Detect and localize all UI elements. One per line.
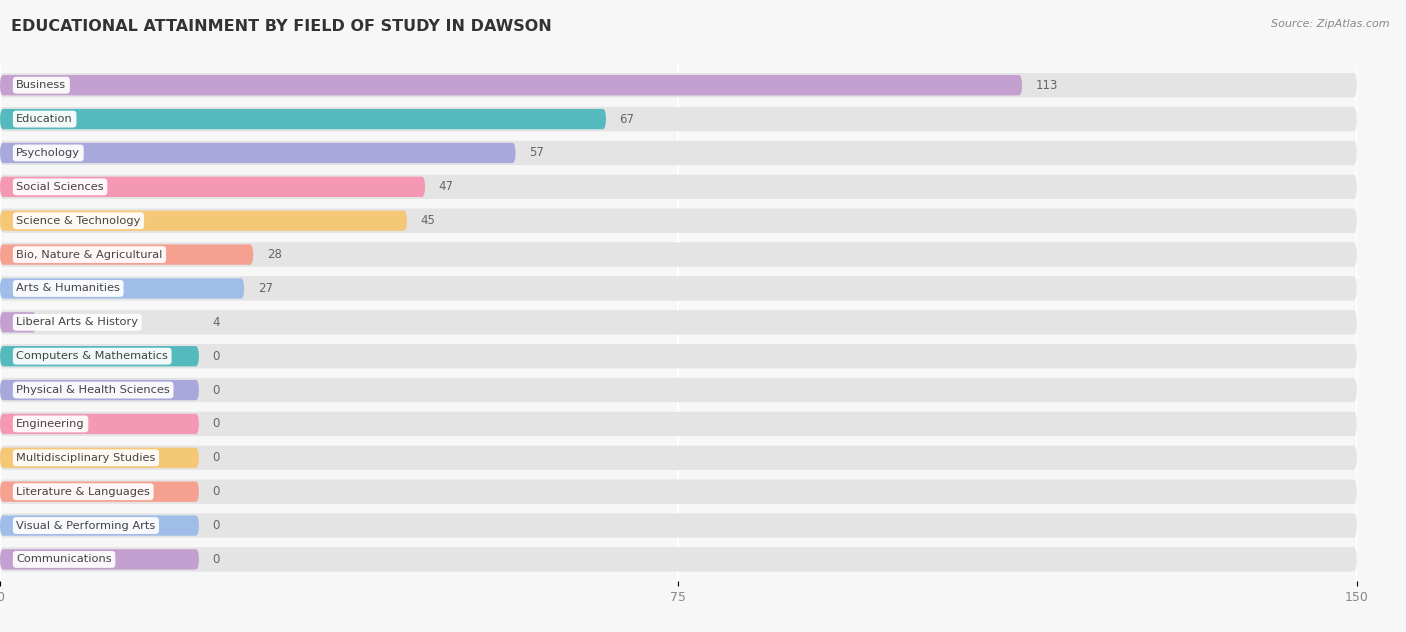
FancyBboxPatch shape: [0, 515, 200, 536]
FancyBboxPatch shape: [0, 446, 1357, 470]
Text: 4: 4: [212, 316, 221, 329]
Text: 45: 45: [420, 214, 436, 228]
FancyBboxPatch shape: [0, 143, 516, 163]
Text: Literature & Languages: Literature & Languages: [17, 487, 150, 497]
FancyBboxPatch shape: [0, 174, 1357, 199]
Text: 57: 57: [529, 147, 544, 159]
Text: 67: 67: [620, 112, 634, 126]
Text: 113: 113: [1036, 79, 1059, 92]
FancyBboxPatch shape: [0, 447, 200, 468]
FancyBboxPatch shape: [0, 75, 1022, 95]
Text: Business: Business: [17, 80, 66, 90]
Text: Multidisciplinary Studies: Multidisciplinary Studies: [17, 453, 156, 463]
FancyBboxPatch shape: [0, 547, 1357, 571]
FancyBboxPatch shape: [0, 141, 1357, 165]
FancyBboxPatch shape: [0, 549, 200, 569]
FancyBboxPatch shape: [0, 411, 1357, 436]
FancyBboxPatch shape: [0, 414, 200, 434]
Text: Arts & Humanities: Arts & Humanities: [17, 283, 120, 293]
Text: 0: 0: [212, 349, 219, 363]
FancyBboxPatch shape: [0, 109, 606, 130]
Text: Communications: Communications: [17, 554, 112, 564]
Text: 28: 28: [267, 248, 281, 261]
Text: Visual & Performing Arts: Visual & Performing Arts: [17, 521, 156, 530]
FancyBboxPatch shape: [0, 209, 1357, 233]
Text: 0: 0: [212, 519, 219, 532]
FancyBboxPatch shape: [0, 278, 245, 298]
Text: Psychology: Psychology: [17, 148, 80, 158]
Text: 0: 0: [212, 451, 219, 465]
FancyBboxPatch shape: [0, 312, 37, 332]
FancyBboxPatch shape: [0, 276, 1357, 301]
FancyBboxPatch shape: [0, 380, 200, 400]
Text: 0: 0: [212, 485, 219, 498]
Text: 27: 27: [257, 282, 273, 295]
Text: 0: 0: [212, 553, 219, 566]
FancyBboxPatch shape: [0, 210, 408, 231]
Text: Engineering: Engineering: [17, 419, 84, 429]
Text: Science & Technology: Science & Technology: [17, 216, 141, 226]
FancyBboxPatch shape: [0, 480, 1357, 504]
Text: Liberal Arts & History: Liberal Arts & History: [17, 317, 138, 327]
Text: 0: 0: [212, 417, 219, 430]
Text: EDUCATIONAL ATTAINMENT BY FIELD OF STUDY IN DAWSON: EDUCATIONAL ATTAINMENT BY FIELD OF STUDY…: [11, 19, 553, 34]
FancyBboxPatch shape: [0, 243, 1357, 267]
Text: 0: 0: [212, 384, 219, 396]
FancyBboxPatch shape: [0, 513, 1357, 538]
Text: 47: 47: [439, 180, 454, 193]
FancyBboxPatch shape: [0, 310, 1357, 334]
FancyBboxPatch shape: [0, 482, 200, 502]
Text: Education: Education: [17, 114, 73, 124]
Text: Bio, Nature & Agricultural: Bio, Nature & Agricultural: [17, 250, 163, 260]
FancyBboxPatch shape: [0, 73, 1357, 97]
FancyBboxPatch shape: [0, 344, 1357, 368]
Text: Source: ZipAtlas.com: Source: ZipAtlas.com: [1271, 19, 1389, 29]
Text: Physical & Health Sciences: Physical & Health Sciences: [17, 385, 170, 395]
Text: Social Sciences: Social Sciences: [17, 182, 104, 192]
FancyBboxPatch shape: [0, 107, 1357, 131]
FancyBboxPatch shape: [0, 245, 253, 265]
FancyBboxPatch shape: [0, 177, 425, 197]
Text: Computers & Mathematics: Computers & Mathematics: [17, 351, 169, 362]
FancyBboxPatch shape: [0, 378, 1357, 402]
FancyBboxPatch shape: [0, 346, 200, 367]
